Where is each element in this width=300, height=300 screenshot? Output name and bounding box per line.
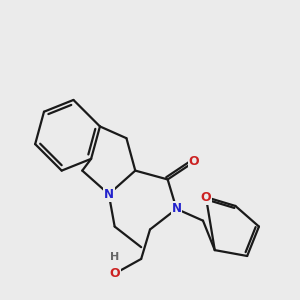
Text: N: N	[172, 202, 182, 215]
Text: O: O	[201, 190, 211, 204]
Text: O: O	[189, 155, 200, 168]
Text: O: O	[110, 267, 120, 280]
Text: H: H	[110, 253, 119, 262]
Text: N: N	[104, 188, 114, 201]
